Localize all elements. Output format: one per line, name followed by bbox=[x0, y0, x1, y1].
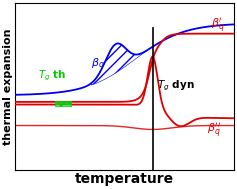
Y-axis label: thermal expansion: thermal expansion bbox=[4, 29, 14, 145]
Text: $\beta_q^{\prime\prime}$: $\beta_q^{\prime\prime}$ bbox=[207, 122, 221, 140]
Bar bbox=[55, 101, 71, 104]
X-axis label: temperature: temperature bbox=[75, 172, 174, 186]
Text: $\beta_q$: $\beta_q$ bbox=[91, 57, 105, 73]
Text: $T_g$ dyn: $T_g$ dyn bbox=[157, 79, 195, 93]
Bar bbox=[55, 104, 71, 106]
Text: $T_g$ th: $T_g$ th bbox=[38, 68, 66, 83]
Text: $\beta_q'$: $\beta_q'$ bbox=[211, 16, 225, 35]
